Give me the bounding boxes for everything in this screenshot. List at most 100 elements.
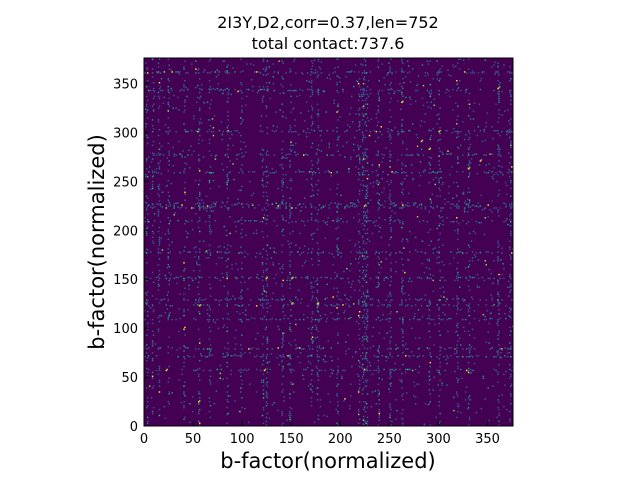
heatmap-cell — [171, 305, 173, 307]
heatmap-cell — [145, 168, 148, 170]
heatmap-cell — [324, 221, 327, 224]
heatmap-cell — [477, 206, 480, 208]
heatmap-cell — [202, 369, 205, 372]
heatmap-cell — [195, 318, 197, 321]
heatmap-cell — [238, 252, 240, 254]
heatmap-cell — [226, 66, 228, 68]
heatmap-cell — [402, 344, 404, 346]
heatmap-cell — [491, 126, 493, 128]
heatmap-cell — [289, 393, 291, 395]
heatmap-cell — [145, 352, 148, 354]
heatmap-cell — [362, 115, 365, 117]
heatmap-cell — [458, 135, 460, 138]
heatmap-cell — [241, 97, 243, 100]
heatmap-cell — [465, 204, 468, 206]
heatmap-cell — [310, 252, 313, 254]
heatmap-cell — [358, 256, 361, 258]
heatmap-cell — [242, 276, 244, 279]
heatmap-cell — [419, 174, 422, 177]
heatmap-cell — [151, 72, 154, 74]
heatmap-cell — [197, 142, 200, 145]
heatmap-cell — [485, 126, 487, 128]
heatmap-cell — [419, 125, 422, 127]
heatmap-cell — [312, 340, 315, 342]
heatmap-cell — [468, 232, 471, 235]
heatmap-cell — [238, 172, 240, 174]
heatmap-cell — [362, 136, 365, 139]
heatmap-cell — [506, 130, 508, 133]
heatmap-cell — [509, 130, 511, 133]
heatmap-cell — [291, 89, 293, 92]
heatmap-cell — [456, 203, 458, 205]
heatmap-cell — [191, 277, 193, 280]
heatmap-cell — [439, 361, 441, 364]
heatmap-cell — [163, 96, 166, 99]
heatmap-cell — [457, 271, 459, 274]
heatmap-cell — [421, 315, 424, 318]
heatmap-cell — [359, 183, 362, 186]
heatmap-cell — [484, 398, 487, 400]
heatmap-cell — [450, 153, 452, 155]
heatmap-cell — [198, 109, 201, 111]
heatmap-cell — [389, 195, 391, 197]
heatmap-cell — [241, 164, 243, 166]
heatmap-cell — [361, 389, 364, 391]
heatmap-cell — [350, 316, 352, 319]
heatmap-cell — [146, 197, 149, 199]
heatmap-cell — [458, 200, 460, 202]
heatmap-cell — [157, 283, 160, 286]
heatmap-cell — [416, 356, 419, 358]
heatmap-cell — [246, 63, 248, 65]
heatmap-cell — [467, 58, 470, 60]
heatmap-cell — [509, 248, 511, 250]
heatmap-cell — [151, 68, 154, 70]
heatmap-cell — [365, 251, 368, 253]
heatmap-cell — [439, 68, 441, 70]
heatmap-cell — [362, 215, 365, 217]
heatmap-cell — [151, 340, 154, 342]
heatmap-cell — [261, 275, 264, 278]
heatmap-cell — [235, 230, 237, 233]
heatmap-cell — [230, 245, 232, 247]
heatmap-cell — [295, 244, 297, 246]
heatmap-cell — [268, 417, 271, 420]
heatmap-cell — [226, 271, 228, 274]
heatmap-cell — [468, 92, 471, 95]
heatmap-cell — [375, 130, 378, 133]
heatmap-cell — [146, 99, 149, 102]
heatmap-cell — [144, 318, 146, 321]
heatmap-cell — [457, 87, 459, 90]
heatmap-cell — [428, 181, 431, 184]
heatmap-cell — [438, 181, 440, 184]
heatmap-cell — [304, 276, 307, 279]
heatmap-cell — [208, 150, 211, 152]
heatmap-cell — [214, 88, 217, 91]
heatmap-cell — [457, 248, 459, 250]
heatmap-cell — [227, 148, 229, 150]
heatmap-cell — [497, 373, 499, 376]
heatmap-cell — [198, 264, 201, 266]
heatmap-cell — [488, 419, 490, 422]
heatmap-cell — [371, 298, 374, 300]
heatmap-cell — [254, 256, 257, 258]
heatmap-cell — [395, 368, 397, 371]
heatmap-cell — [289, 211, 291, 213]
heatmap-cell — [480, 221, 483, 224]
heatmap-cell — [408, 277, 411, 280]
heatmap-cell — [365, 113, 368, 115]
heatmap-cell — [151, 375, 154, 378]
heatmap-cell — [343, 311, 345, 314]
heatmap-cell — [497, 195, 499, 197]
heatmap-cell — [452, 197, 454, 199]
heatmap-cell — [265, 275, 268, 278]
heatmap-cell — [304, 153, 307, 155]
heatmap-cell — [503, 220, 505, 223]
heatmap-cell — [181, 156, 183, 158]
heatmap-cell — [282, 168, 284, 170]
heatmap-cell — [482, 375, 485, 378]
heatmap-cell — [391, 203, 393, 205]
heatmap-cell — [147, 355, 150, 357]
heatmap-cell — [509, 203, 511, 205]
heatmap-cell — [488, 163, 490, 165]
heatmap-cell — [226, 207, 228, 209]
